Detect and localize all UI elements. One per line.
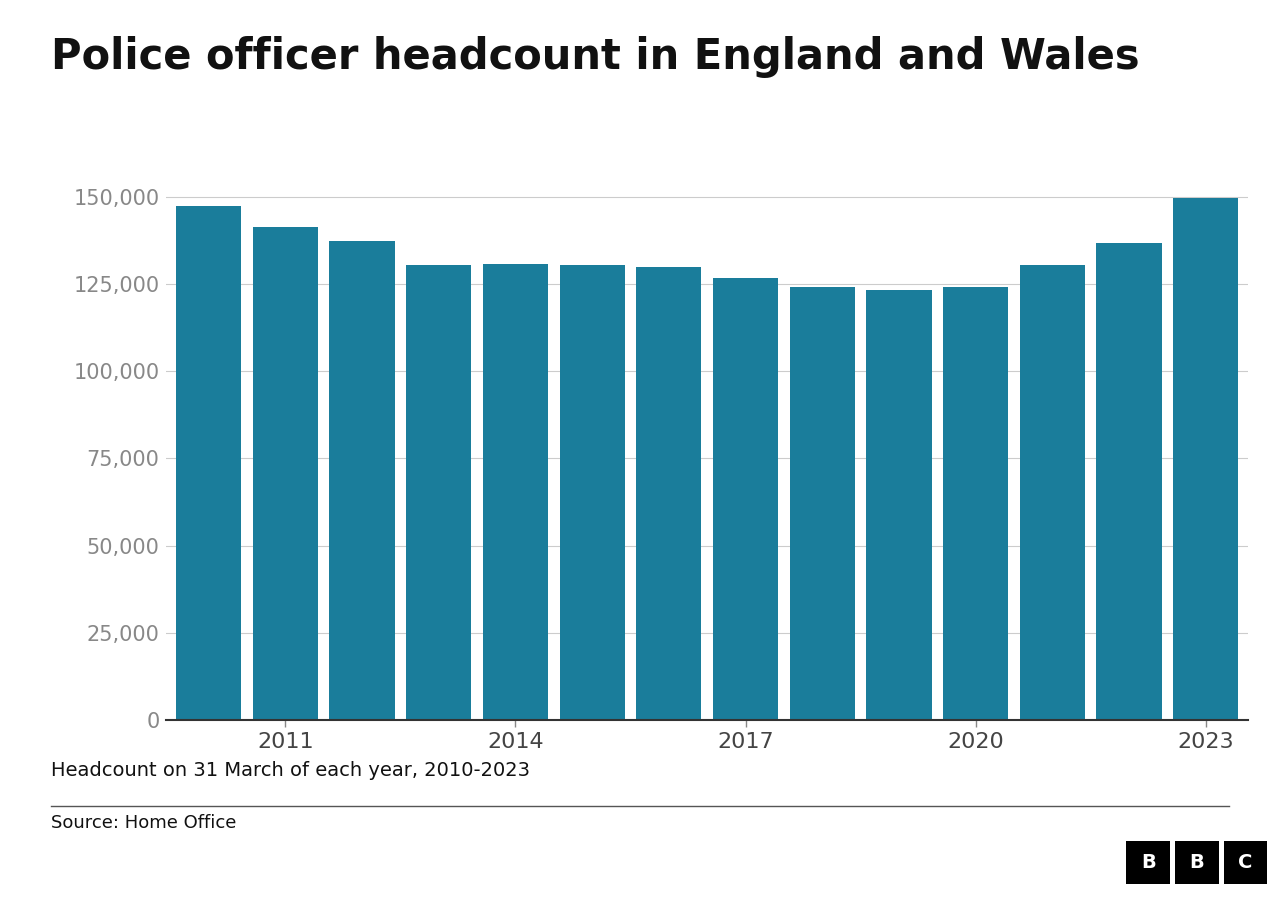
Text: B: B bbox=[1140, 852, 1156, 872]
Bar bbox=[252, 228, 317, 720]
Bar bbox=[175, 206, 241, 720]
Bar bbox=[943, 287, 1009, 720]
Bar bbox=[1174, 198, 1239, 720]
Text: B: B bbox=[1189, 852, 1204, 872]
Bar bbox=[559, 265, 625, 720]
Text: Headcount on 31 March of each year, 2010-2023: Headcount on 31 March of each year, 2010… bbox=[51, 760, 530, 779]
Bar bbox=[713, 278, 778, 720]
Bar bbox=[636, 266, 701, 720]
Text: Police officer headcount in England and Wales: Police officer headcount in England and … bbox=[51, 36, 1139, 78]
Bar bbox=[329, 241, 394, 720]
Text: Source: Home Office: Source: Home Office bbox=[51, 814, 237, 832]
Bar bbox=[483, 265, 548, 720]
Bar bbox=[406, 265, 471, 720]
Bar bbox=[790, 287, 855, 720]
Bar bbox=[1097, 243, 1162, 720]
Bar bbox=[867, 291, 932, 720]
Bar bbox=[1020, 265, 1085, 720]
Text: C: C bbox=[1238, 852, 1253, 872]
